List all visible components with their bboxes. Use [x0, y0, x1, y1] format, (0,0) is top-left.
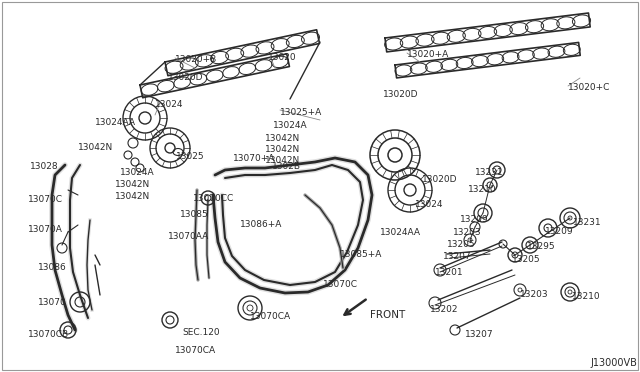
- Text: 13024A: 13024A: [273, 121, 308, 130]
- Text: 13042N: 13042N: [115, 192, 150, 201]
- Text: 13201: 13201: [435, 268, 463, 277]
- Text: 13205: 13205: [512, 255, 541, 264]
- Text: 13203: 13203: [520, 290, 548, 299]
- Text: 13020+C: 13020+C: [568, 83, 611, 92]
- Text: 13024A: 13024A: [120, 168, 155, 177]
- Text: 13202: 13202: [430, 305, 458, 314]
- Text: 13070CA: 13070CA: [250, 312, 291, 321]
- Text: 13209: 13209: [460, 215, 488, 224]
- Text: 13295: 13295: [527, 242, 556, 251]
- Text: 13020D: 13020D: [383, 90, 419, 99]
- Text: 13070AA: 13070AA: [168, 232, 209, 241]
- Text: 13020D: 13020D: [168, 73, 204, 82]
- Text: 1302B: 1302B: [272, 162, 301, 171]
- Text: 13024AA: 13024AA: [380, 228, 421, 237]
- Text: 13070C: 13070C: [323, 280, 358, 289]
- Text: 13070CB: 13070CB: [28, 330, 69, 339]
- Text: 13210: 13210: [572, 292, 600, 301]
- Text: 13020+A: 13020+A: [407, 50, 449, 59]
- Text: 13042N: 13042N: [265, 156, 300, 165]
- Text: 13025+A: 13025+A: [280, 108, 323, 117]
- Text: 13028: 13028: [30, 162, 59, 171]
- Text: 13231: 13231: [573, 218, 602, 227]
- Text: 13042N: 13042N: [265, 145, 300, 154]
- Text: 13207: 13207: [465, 330, 493, 339]
- Text: 13024: 13024: [155, 100, 184, 109]
- Text: 13210: 13210: [468, 185, 497, 194]
- Text: 13205: 13205: [447, 240, 476, 249]
- Text: 13042N: 13042N: [265, 134, 300, 143]
- Text: 13025: 13025: [176, 152, 205, 161]
- Text: 13070A: 13070A: [28, 225, 63, 234]
- Text: 13020: 13020: [268, 53, 296, 62]
- Text: 13203: 13203: [453, 228, 482, 237]
- Text: 13086: 13086: [38, 263, 67, 272]
- Text: 13207: 13207: [443, 252, 472, 261]
- Text: 13070: 13070: [38, 298, 67, 307]
- Text: SEC.120: SEC.120: [182, 328, 220, 337]
- Text: 13209: 13209: [545, 227, 573, 236]
- Text: 13042N: 13042N: [115, 180, 150, 189]
- Text: 13070+A: 13070+A: [233, 154, 275, 163]
- Text: J13000VB: J13000VB: [590, 358, 637, 368]
- Text: 13070CC: 13070CC: [193, 194, 234, 203]
- Text: 13020D: 13020D: [422, 175, 458, 184]
- Text: 13085: 13085: [180, 210, 209, 219]
- Text: 13042N: 13042N: [78, 143, 113, 152]
- Text: 13086+A: 13086+A: [240, 220, 282, 229]
- Text: 13020+B: 13020+B: [175, 55, 217, 64]
- Text: FRONT: FRONT: [370, 310, 405, 320]
- Text: 13231: 13231: [475, 168, 504, 177]
- Text: 13070C: 13070C: [28, 195, 63, 204]
- Text: 13070CA: 13070CA: [175, 346, 216, 355]
- Text: 13024: 13024: [415, 200, 444, 209]
- Text: 13085+A: 13085+A: [340, 250, 382, 259]
- Text: 13024AA: 13024AA: [95, 118, 136, 127]
